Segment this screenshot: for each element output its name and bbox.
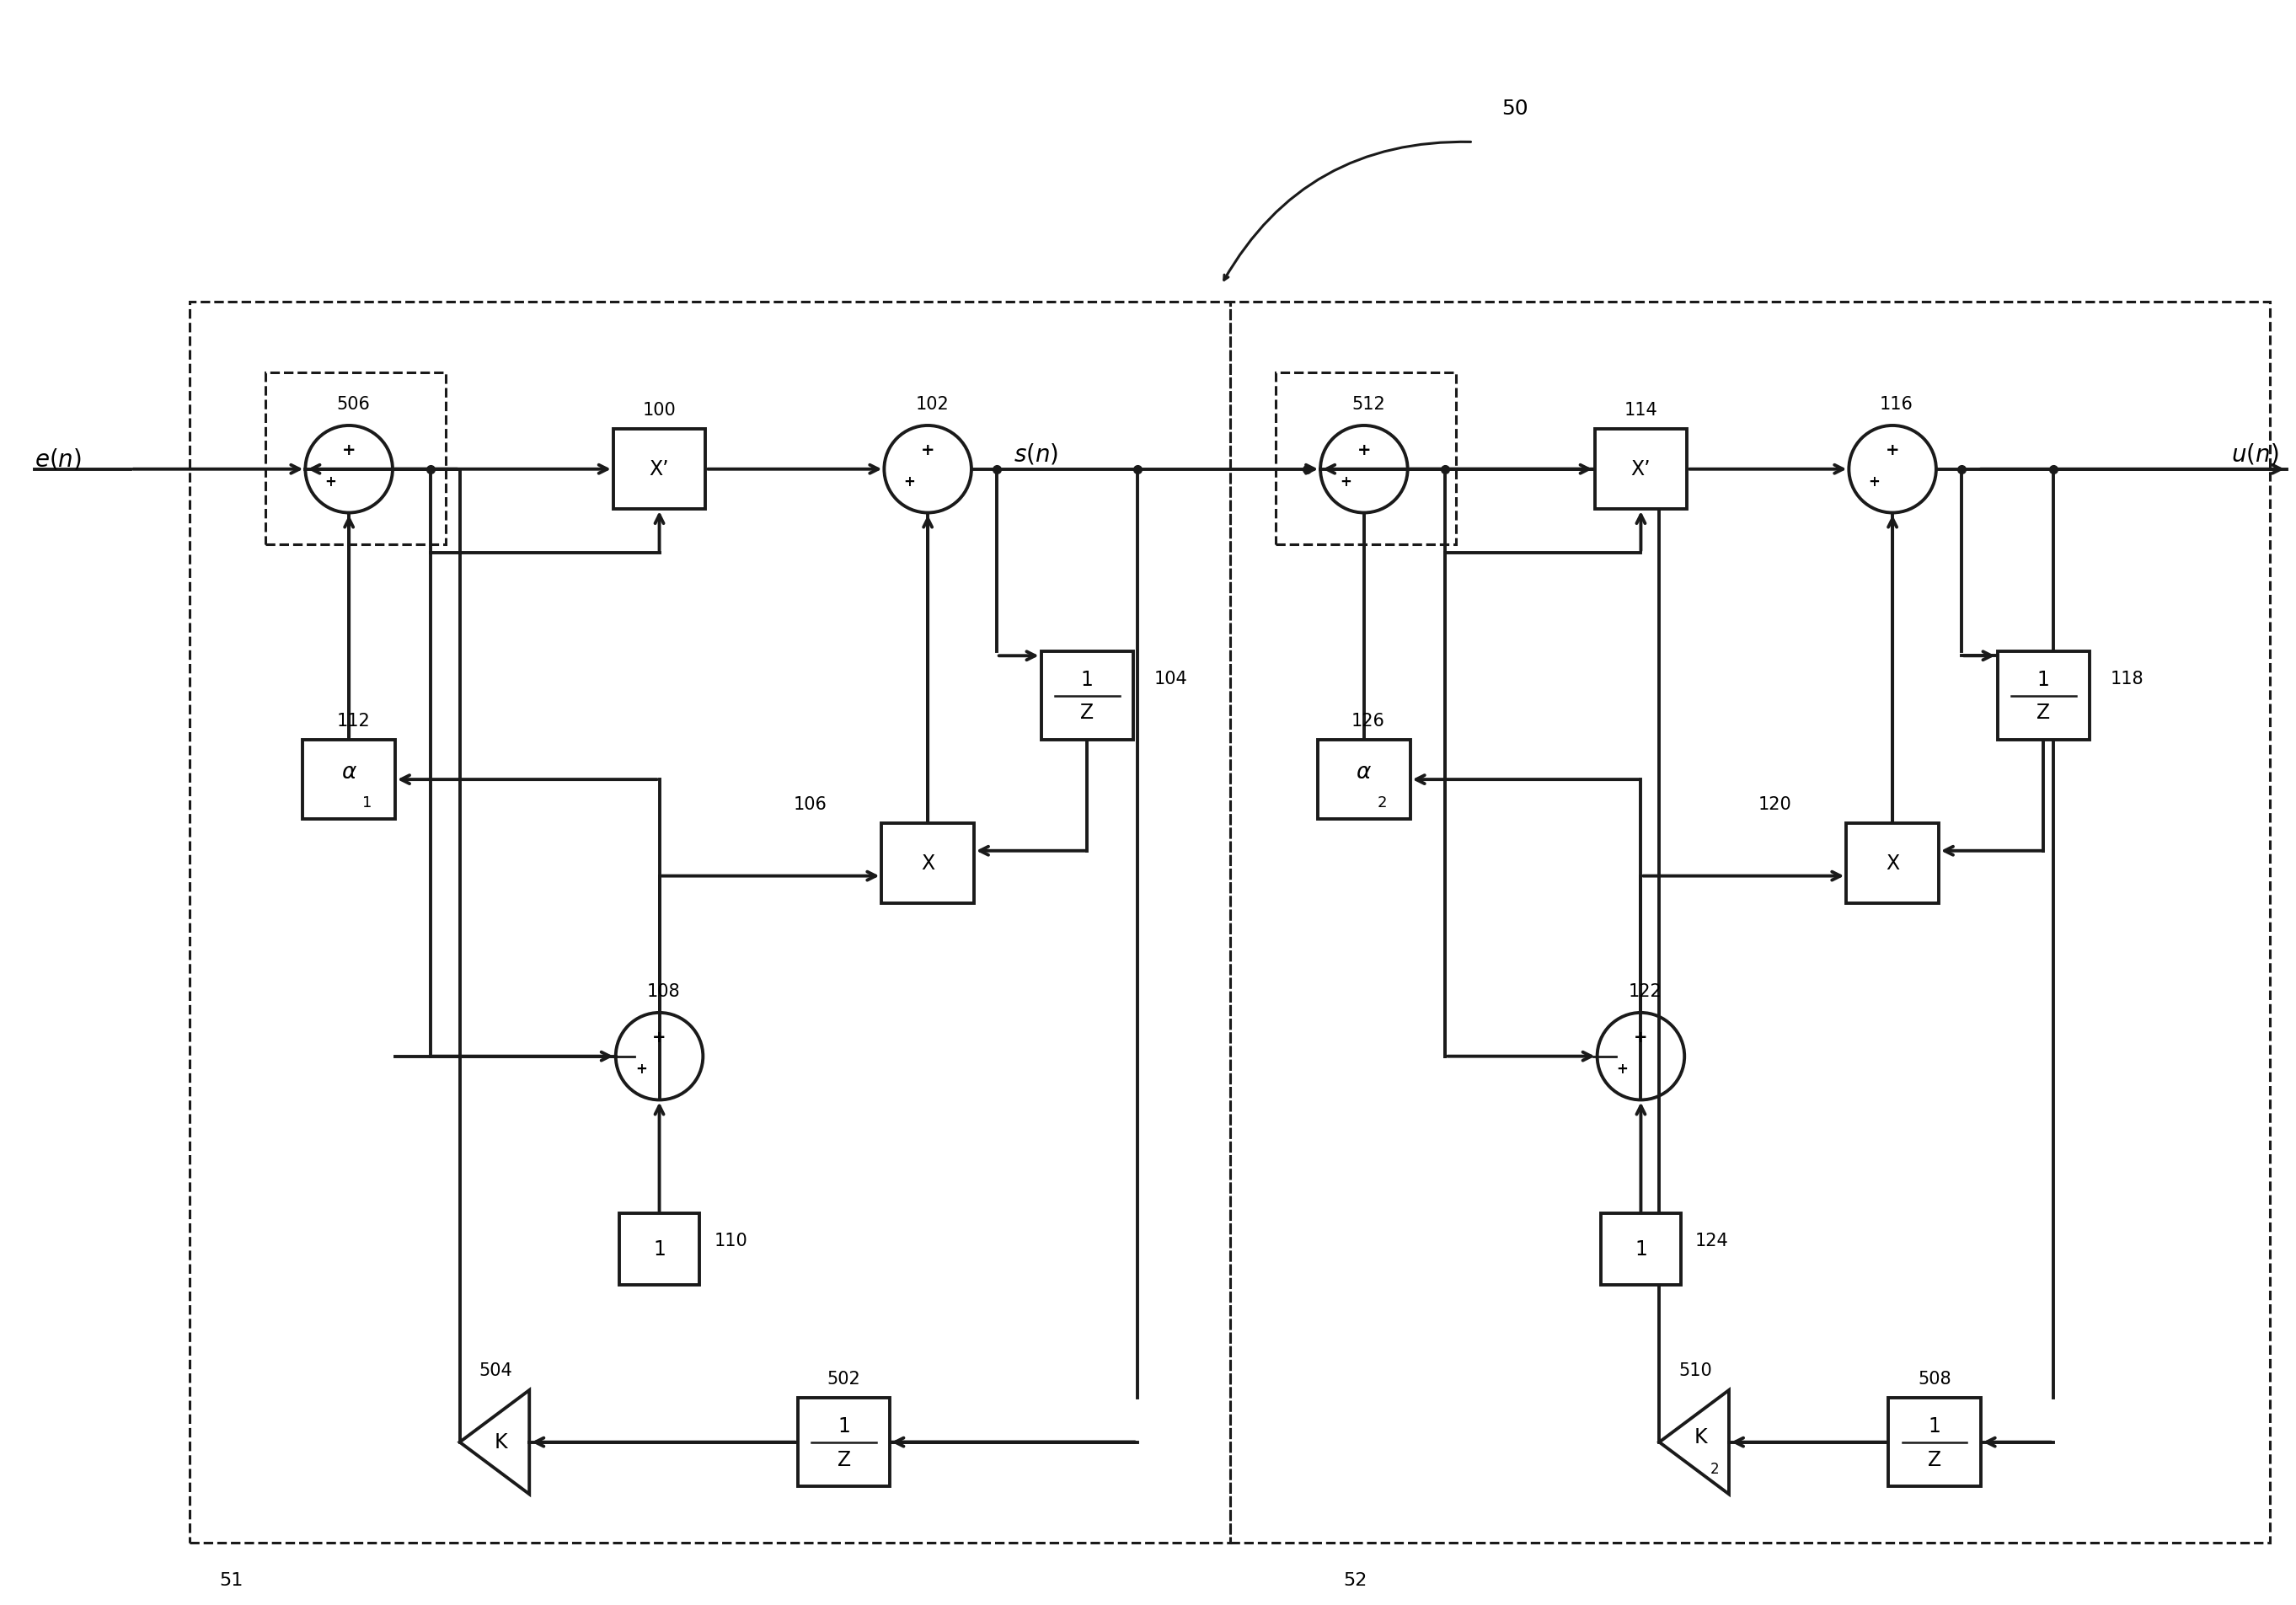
Text: $e(n)$: $e(n)$ xyxy=(34,446,80,472)
Text: 1: 1 xyxy=(1929,1416,1940,1436)
Text: +: + xyxy=(342,443,356,459)
Text: +: + xyxy=(1869,475,1880,490)
Text: 1: 1 xyxy=(838,1416,850,1436)
FancyBboxPatch shape xyxy=(303,740,395,819)
FancyBboxPatch shape xyxy=(1846,823,1938,904)
Text: Z: Z xyxy=(2037,703,2050,724)
Text: +: + xyxy=(905,475,916,490)
Text: 116: 116 xyxy=(1880,396,1913,412)
FancyBboxPatch shape xyxy=(1998,652,2089,740)
Text: 120: 120 xyxy=(1759,796,1791,814)
Text: +: + xyxy=(1357,443,1371,459)
Text: 106: 106 xyxy=(794,796,827,814)
Text: 506: 506 xyxy=(335,396,370,412)
Text: $\alpha$: $\alpha$ xyxy=(1357,762,1373,783)
Text: $u(n)$: $u(n)$ xyxy=(2232,441,2278,465)
FancyBboxPatch shape xyxy=(1600,1213,1681,1286)
Text: X’: X’ xyxy=(650,459,670,480)
FancyBboxPatch shape xyxy=(797,1398,891,1486)
Text: 1: 1 xyxy=(1635,1239,1646,1260)
Text: X: X xyxy=(1885,854,1899,873)
Text: +: + xyxy=(1616,1063,1628,1077)
Text: 122: 122 xyxy=(1628,984,1662,1000)
Text: X’: X’ xyxy=(1630,459,1651,480)
Text: 51: 51 xyxy=(220,1573,243,1589)
FancyBboxPatch shape xyxy=(1887,1398,1981,1486)
Text: 2: 2 xyxy=(1378,796,1387,811)
Text: +: + xyxy=(324,475,338,490)
Text: +: + xyxy=(1635,1030,1649,1046)
FancyBboxPatch shape xyxy=(882,823,974,904)
FancyBboxPatch shape xyxy=(613,429,705,509)
Text: 1: 1 xyxy=(652,1239,666,1260)
Text: 102: 102 xyxy=(916,396,948,412)
Text: K: K xyxy=(494,1432,507,1453)
Text: $\alpha$: $\alpha$ xyxy=(340,762,356,783)
Text: 504: 504 xyxy=(480,1363,512,1379)
Text: 118: 118 xyxy=(2110,671,2144,687)
Text: 100: 100 xyxy=(643,403,675,419)
Text: 50: 50 xyxy=(1502,98,1529,119)
Text: X: X xyxy=(921,854,934,873)
Text: 52: 52 xyxy=(1343,1573,1368,1589)
Text: Z: Z xyxy=(1081,703,1093,724)
Text: +: + xyxy=(652,1030,666,1046)
FancyBboxPatch shape xyxy=(1318,740,1410,819)
Text: 108: 108 xyxy=(647,984,680,1000)
FancyBboxPatch shape xyxy=(1596,429,1688,509)
Text: 1: 1 xyxy=(1081,669,1093,690)
Text: 110: 110 xyxy=(714,1233,748,1249)
Text: 126: 126 xyxy=(1352,713,1384,730)
Text: 124: 124 xyxy=(1694,1233,1729,1249)
Text: K: K xyxy=(1694,1427,1708,1448)
Text: 508: 508 xyxy=(1917,1371,1952,1388)
Text: 2: 2 xyxy=(1711,1462,1720,1477)
Text: 1: 1 xyxy=(363,796,372,811)
Text: 502: 502 xyxy=(827,1371,861,1388)
Text: +: + xyxy=(1341,475,1352,490)
Text: $s(n)$: $s(n)$ xyxy=(1013,441,1058,465)
Text: Z: Z xyxy=(1929,1449,1940,1470)
Text: Z: Z xyxy=(838,1449,852,1470)
Text: 112: 112 xyxy=(338,713,370,730)
Text: 104: 104 xyxy=(1155,671,1187,687)
FancyBboxPatch shape xyxy=(1040,652,1134,740)
Text: +: + xyxy=(1885,443,1899,459)
Text: 510: 510 xyxy=(1678,1363,1713,1379)
Text: +: + xyxy=(921,443,934,459)
Text: 1: 1 xyxy=(2037,669,2050,690)
FancyBboxPatch shape xyxy=(620,1213,700,1286)
Text: 114: 114 xyxy=(1623,403,1658,419)
Text: +: + xyxy=(636,1063,647,1077)
Text: 512: 512 xyxy=(1352,396,1384,412)
